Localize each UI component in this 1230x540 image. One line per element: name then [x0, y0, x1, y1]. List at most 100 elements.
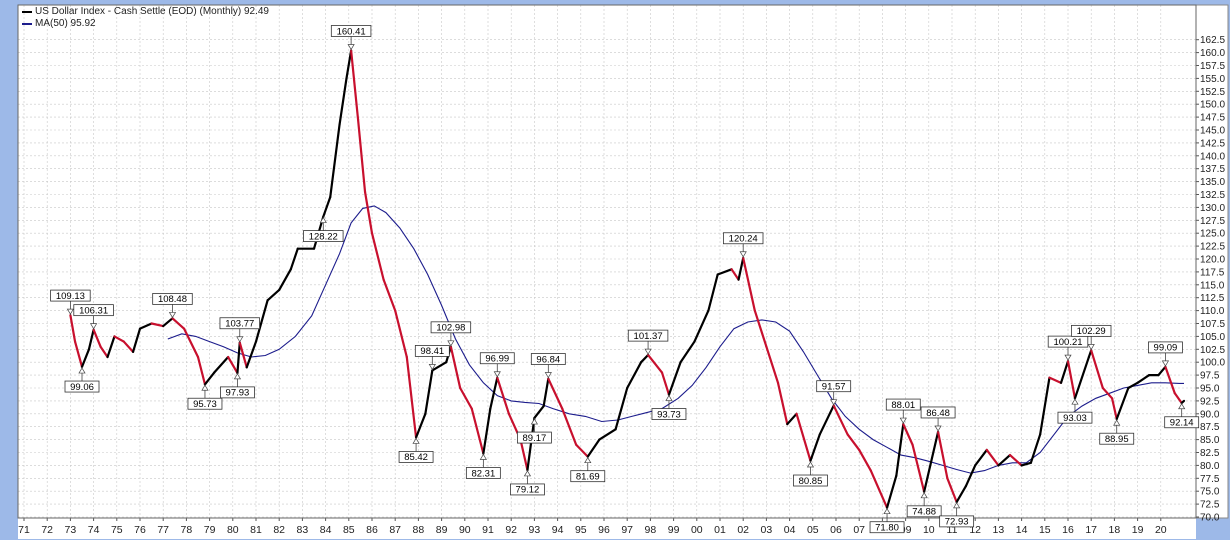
price-segment	[99, 345, 109, 359]
price-segment	[1066, 360, 1077, 400]
annotation-label: 102.98	[436, 323, 465, 334]
price-segment	[586, 438, 601, 458]
x-tick-label: 13	[993, 524, 1005, 536]
annotation-arrow	[201, 384, 209, 391]
annotation-box	[1057, 411, 1093, 424]
price-segment	[238, 341, 248, 369]
price-segment	[1180, 399, 1186, 405]
y-tick-label: 80.0	[1200, 461, 1220, 472]
annotation-box	[816, 380, 852, 393]
price-segment	[171, 317, 186, 330]
price-segment	[598, 428, 617, 441]
y-tick-label: 130.0	[1200, 203, 1225, 214]
x-tick-label: 89	[436, 524, 448, 536]
price-segment	[1110, 397, 1118, 421]
annotation-arrow	[479, 453, 487, 460]
x-tick-label: 99	[668, 524, 680, 536]
x-tick-label: 91	[482, 524, 494, 536]
y-tick-label: 112.5	[1200, 293, 1225, 304]
annotation-box	[1148, 341, 1183, 354]
price-segment	[742, 256, 756, 312]
price-segment	[707, 273, 719, 312]
x-tick-label: 72	[41, 524, 53, 536]
annotation-arrow	[899, 417, 907, 424]
x-tick-label: 01	[714, 524, 726, 536]
x-tick-label: 07	[853, 524, 865, 536]
annotation-box	[869, 521, 905, 534]
annotation-arrow	[236, 336, 244, 343]
y-tick-label: 100.0	[1200, 358, 1225, 369]
annotation-label: 102.29	[1077, 326, 1106, 337]
annotation-label: 109.13	[56, 291, 85, 302]
annotation-box	[793, 474, 828, 487]
annotation-label: 96.84	[536, 354, 560, 365]
x-tick-label: 02	[737, 524, 749, 536]
y-tick-label: 75.0	[1200, 487, 1220, 498]
y-tick-label: 162.5	[1200, 35, 1225, 46]
x-tick-label: 06	[830, 524, 842, 536]
annotation-arrow	[233, 373, 242, 380]
annotation-label: 74.88	[912, 507, 936, 518]
annotation-box	[1164, 416, 1200, 429]
y-tick-label: 95.0	[1200, 384, 1220, 395]
y-tick-label: 155.0	[1200, 74, 1225, 85]
y-tick-label: 92.5	[1200, 396, 1220, 407]
annotation-arrow	[428, 364, 436, 371]
annotation-label: 79.12	[516, 485, 540, 496]
price-segment	[660, 371, 671, 396]
y-tick-label: 107.5	[1200, 319, 1225, 330]
x-tick-label: 19	[1132, 524, 1144, 536]
price-segment	[1101, 386, 1114, 400]
price-segment	[122, 340, 135, 353]
x-tick-label: 87	[389, 524, 401, 536]
price-segment	[345, 49, 353, 80]
annotation-box	[1047, 335, 1089, 348]
price-segment	[716, 268, 733, 276]
price-segment	[776, 381, 789, 426]
price-segment	[895, 423, 905, 477]
annotation-label: 86.48	[926, 408, 950, 419]
annotation-arrow	[168, 312, 177, 319]
price-segment	[266, 288, 281, 302]
price-segment	[203, 371, 216, 386]
price-segment	[182, 327, 200, 359]
x-tick-label: 85	[343, 524, 355, 536]
x-tick-label: 76	[134, 524, 146, 536]
price-segment	[786, 412, 798, 426]
price-segment	[329, 123, 341, 199]
x-tick-label: 83	[297, 524, 309, 536]
annotation-box	[398, 451, 434, 463]
price-segment	[964, 464, 977, 488]
x-tick-label: 09	[900, 524, 912, 536]
annotation-box	[479, 352, 515, 365]
annotation-label: 95.73	[193, 399, 217, 410]
annotation-box	[723, 232, 764, 245]
price-segment	[542, 377, 550, 408]
annotation-label: 100.21	[1053, 337, 1082, 348]
x-tick-label: 90	[459, 524, 471, 536]
y-tick-label: 90.0	[1200, 409, 1220, 420]
price-segment	[1048, 376, 1063, 384]
annotation-arrow	[447, 340, 455, 347]
annotation-box	[920, 406, 956, 419]
annotation-box	[152, 293, 193, 305]
price-segment	[955, 484, 968, 504]
annotation-arrow	[584, 456, 592, 464]
x-tick-label: 88	[413, 524, 425, 536]
price-segment	[150, 322, 165, 328]
y-tick-label: 117.5	[1200, 267, 1225, 278]
annotation-arrow	[920, 492, 928, 499]
y-tick-label: 77.5	[1200, 474, 1220, 485]
annotation-arrow	[883, 508, 891, 515]
x-tick-label: 10	[923, 524, 935, 536]
x-tick-label: 11	[947, 524, 958, 536]
annotation-box	[330, 25, 372, 37]
x-tick-label: 98	[645, 524, 657, 536]
price-segment	[87, 328, 95, 351]
price-segment	[1073, 355, 1090, 400]
price-segment	[730, 268, 740, 281]
annotation-box	[1099, 432, 1135, 445]
price-segment	[936, 430, 949, 480]
x-tick-label: 75	[111, 524, 123, 536]
price-segment	[1127, 381, 1139, 390]
